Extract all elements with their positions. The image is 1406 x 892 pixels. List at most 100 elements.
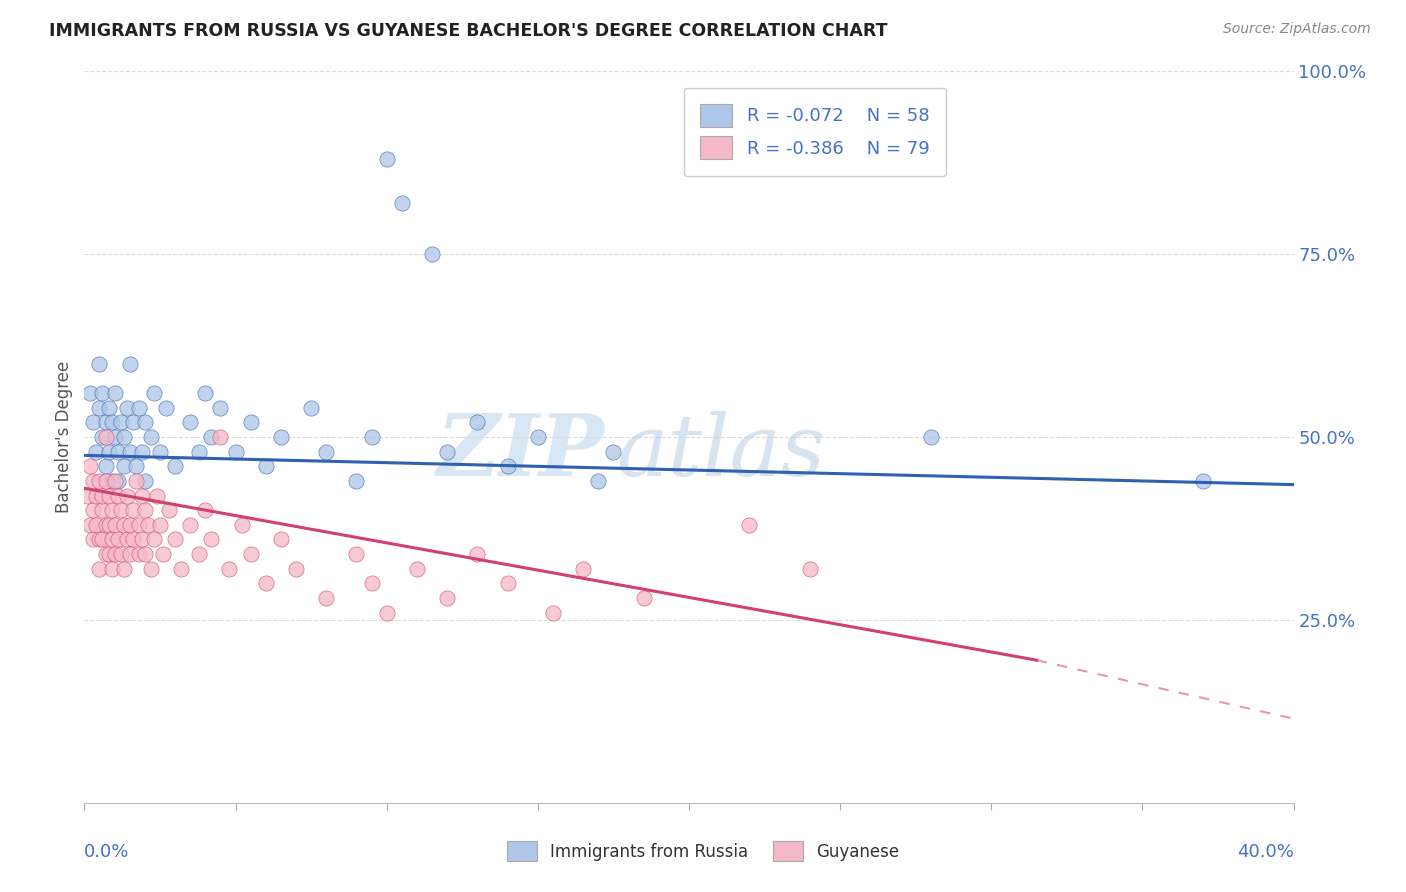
Point <box>496 576 519 591</box>
Point <box>118 357 141 371</box>
Text: 40.0%: 40.0% <box>1237 843 1294 861</box>
Point <box>165 459 187 474</box>
Point <box>115 533 138 547</box>
Point <box>128 547 150 561</box>
Text: ZIP: ZIP <box>436 410 605 493</box>
Point <box>94 430 117 444</box>
Point <box>104 430 127 444</box>
Point <box>104 547 127 561</box>
Point <box>82 474 104 488</box>
Point <box>436 591 458 605</box>
Point <box>118 444 141 458</box>
Point <box>91 489 114 503</box>
Point <box>142 533 165 547</box>
Point <box>125 474 148 488</box>
Point <box>134 503 156 517</box>
Point <box>375 606 398 620</box>
Point <box>97 547 120 561</box>
Point <box>82 533 104 547</box>
Text: Source: ZipAtlas.com: Source: ZipAtlas.com <box>1223 22 1371 37</box>
Point <box>115 401 138 415</box>
Point <box>82 416 104 430</box>
Point <box>121 503 143 517</box>
Point <box>110 503 132 517</box>
Point <box>420 247 443 261</box>
Text: IMMIGRANTS FROM RUSSIA VS GUYANESE BACHELOR'S DEGREE CORRELATION CHART: IMMIGRANTS FROM RUSSIA VS GUYANESE BACHE… <box>49 22 887 40</box>
Point <box>200 533 222 547</box>
Point <box>89 357 111 371</box>
Point <box>112 430 135 444</box>
Point <box>139 562 162 576</box>
Point <box>188 547 211 561</box>
Point <box>406 562 429 576</box>
Point <box>467 547 489 561</box>
Point <box>100 474 122 488</box>
Point <box>155 401 177 415</box>
Y-axis label: Bachelor's Degree: Bachelor's Degree <box>55 361 73 513</box>
Point <box>91 386 114 401</box>
Point <box>139 430 162 444</box>
Point <box>94 416 117 430</box>
Point <box>633 591 655 605</box>
Point <box>110 416 132 430</box>
Point <box>436 444 458 458</box>
Point <box>107 533 129 547</box>
Point <box>112 562 135 576</box>
Point <box>79 459 101 474</box>
Point <box>94 517 117 532</box>
Point <box>79 386 101 401</box>
Point <box>134 474 156 488</box>
Point <box>100 416 122 430</box>
Point <box>467 416 489 430</box>
Point <box>100 562 122 576</box>
Point <box>231 517 253 532</box>
Point <box>920 430 942 444</box>
Point <box>142 386 165 401</box>
Point <box>94 474 117 488</box>
Point <box>391 196 413 211</box>
Point <box>97 444 120 458</box>
Point <box>107 444 129 458</box>
Point <box>152 547 174 561</box>
Point <box>360 430 382 444</box>
Point <box>86 444 108 458</box>
Point <box>346 547 368 561</box>
Point <box>89 562 111 576</box>
Point <box>131 533 153 547</box>
Point <box>86 489 108 503</box>
Point <box>602 444 624 458</box>
Point <box>128 401 150 415</box>
Legend: Immigrants from Russia, Guyanese: Immigrants from Russia, Guyanese <box>494 828 912 875</box>
Point <box>97 489 120 503</box>
Point <box>541 606 564 620</box>
Point <box>239 416 262 430</box>
Point <box>107 474 129 488</box>
Point <box>131 444 153 458</box>
Point <box>146 489 169 503</box>
Point <box>89 401 111 415</box>
Point <box>91 533 114 547</box>
Point <box>225 444 247 458</box>
Point <box>89 533 111 547</box>
Point <box>1192 474 1215 488</box>
Point <box>104 517 127 532</box>
Point <box>200 430 222 444</box>
Point <box>104 386 127 401</box>
Text: atlas: atlas <box>616 410 825 493</box>
Point <box>738 517 761 532</box>
Point <box>134 547 156 561</box>
Point <box>254 459 277 474</box>
Point <box>134 416 156 430</box>
Point <box>165 533 187 547</box>
Point <box>496 459 519 474</box>
Point <box>121 533 143 547</box>
Point <box>572 562 595 576</box>
Point <box>799 562 821 576</box>
Point <box>315 444 337 458</box>
Point <box>149 444 172 458</box>
Point <box>97 517 120 532</box>
Point <box>131 489 153 503</box>
Point <box>91 430 114 444</box>
Point <box>315 591 337 605</box>
Point <box>375 152 398 166</box>
